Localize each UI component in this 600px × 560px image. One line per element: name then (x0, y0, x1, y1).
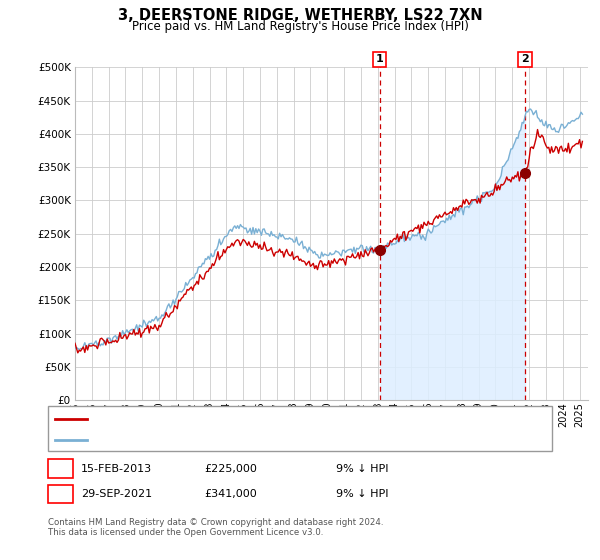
Text: 9% ↓ HPI: 9% ↓ HPI (336, 489, 389, 499)
Text: 2: 2 (521, 54, 529, 64)
Text: 15-FEB-2013: 15-FEB-2013 (81, 464, 152, 474)
Text: 2: 2 (57, 489, 64, 499)
Text: 3, DEERSTONE RIDGE, WETHERBY, LS22 7XN (detached house): 3, DEERSTONE RIDGE, WETHERBY, LS22 7XN (… (91, 413, 419, 423)
Text: 29-SEP-2021: 29-SEP-2021 (81, 489, 152, 499)
Text: 1: 1 (57, 464, 64, 474)
Text: HPI: Average price, detached house, Leeds: HPI: Average price, detached house, Leed… (91, 435, 314, 445)
Text: 9% ↓ HPI: 9% ↓ HPI (336, 464, 389, 474)
Text: 3, DEERSTONE RIDGE, WETHERBY, LS22 7XN: 3, DEERSTONE RIDGE, WETHERBY, LS22 7XN (118, 8, 482, 24)
Text: Price paid vs. HM Land Registry's House Price Index (HPI): Price paid vs. HM Land Registry's House … (131, 20, 469, 32)
Text: 1: 1 (376, 54, 383, 64)
Text: £341,000: £341,000 (204, 489, 257, 499)
Text: £225,000: £225,000 (204, 464, 257, 474)
Text: Contains HM Land Registry data © Crown copyright and database right 2024.
This d: Contains HM Land Registry data © Crown c… (48, 518, 383, 538)
